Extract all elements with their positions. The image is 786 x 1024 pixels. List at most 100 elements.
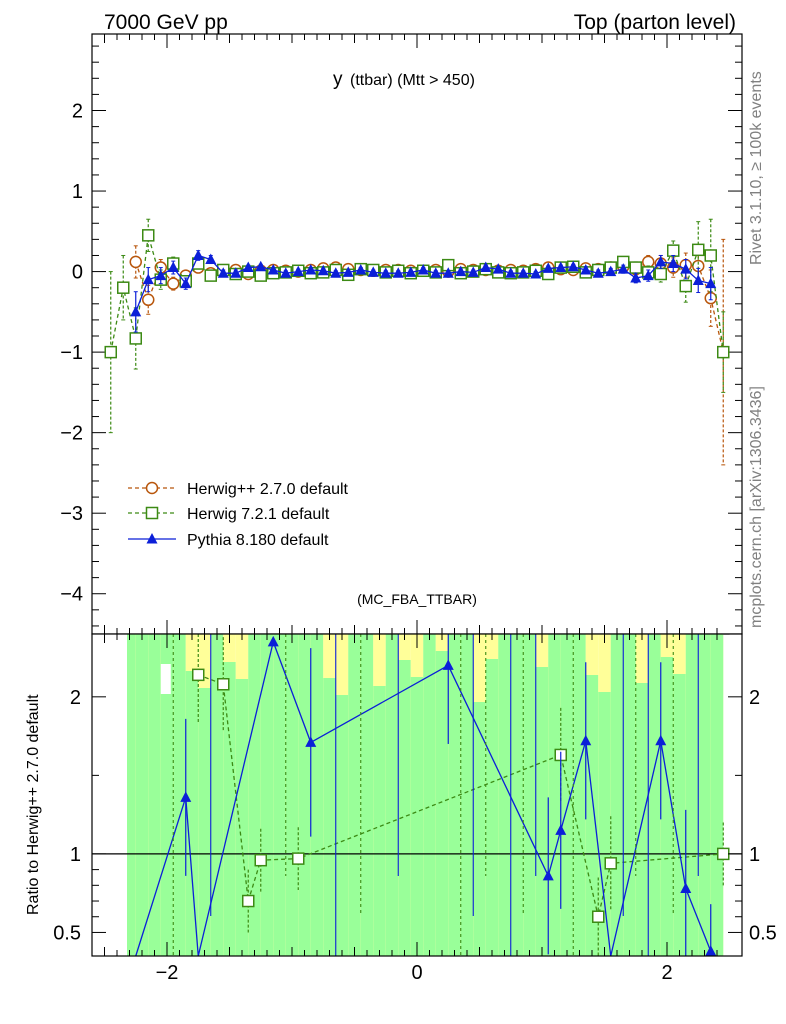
data-point [142, 273, 154, 285]
ratio-data-point [705, 945, 717, 956]
data-point [142, 229, 155, 242]
band-green [473, 702, 486, 956]
data-point [242, 261, 254, 273]
band-green [448, 634, 461, 956]
band-green [310, 634, 324, 956]
band-green [210, 634, 224, 956]
data-point [380, 267, 392, 278]
ratio-panel: 0.5 0.5 1 1 2 2 −2 0 2 [53, 633, 777, 984]
band-green [610, 634, 624, 956]
ratio-data-point [555, 824, 567, 835]
main-ytick-label: −1 [60, 342, 83, 364]
data-point [330, 267, 342, 278]
data-point [254, 269, 267, 282]
main-ytick-label: −4 [60, 584, 83, 606]
main-ytick-label: −3 [60, 503, 83, 525]
data-point [455, 265, 467, 277]
band-green [535, 667, 549, 956]
band-green [510, 634, 524, 956]
data-point [567, 260, 579, 272]
band-green [273, 634, 286, 956]
data-point [129, 332, 142, 345]
data-point [555, 261, 567, 273]
band-green [373, 686, 386, 956]
ratio-data-point [655, 734, 667, 746]
band-green [185, 671, 199, 956]
data-point [717, 345, 730, 359]
data-point [654, 267, 667, 281]
band-green [423, 634, 436, 956]
legend-marker [146, 533, 158, 544]
data-point [667, 257, 679, 269]
analysis-watermark: (MC_FBA_TTBAR) [357, 591, 477, 607]
data-point [355, 263, 367, 275]
data-point [517, 267, 529, 278]
data-point [205, 253, 217, 265]
ratio-ytick-label-right: 2 [749, 687, 760, 709]
band-green [498, 634, 511, 956]
band-green [598, 692, 611, 956]
data-point [480, 261, 492, 273]
data-point [217, 267, 229, 278]
band-green [398, 660, 411, 956]
band-green [573, 634, 586, 956]
series-line [110, 235, 724, 353]
data-point [667, 244, 680, 257]
data-point [342, 266, 354, 277]
band-green [148, 634, 161, 956]
data-point [129, 255, 142, 269]
data-point [617, 263, 629, 274]
data-point [155, 269, 167, 281]
data-point [405, 266, 417, 277]
ratio-xtick-label: 0 [411, 962, 422, 984]
band-green [673, 674, 686, 956]
data-point [467, 266, 479, 277]
main-panel: y (ttbar) (Mtt > 450) (MC_FBA_TTBAR) −4 −3 −2… [60, 33, 743, 635]
data-point [417, 263, 429, 275]
main-title: y [333, 69, 343, 90]
series-2 [130, 249, 717, 333]
band-green [160, 634, 174, 956]
main-title-sub: (ttbar) (Mtt > 450) [350, 72, 475, 89]
data-point [605, 265, 617, 277]
data-point [680, 263, 692, 274]
ratio-data-point [305, 736, 317, 747]
data-point [629, 261, 642, 274]
ratio-data-point [592, 910, 605, 923]
band-green [198, 688, 211, 956]
data-point [255, 260, 267, 272]
rivet-side-label: Rivet 3.1.10, ≥ 100k events [748, 71, 765, 265]
data-point [679, 279, 692, 293]
data-point [280, 267, 292, 278]
data-point [692, 274, 704, 285]
data-point [542, 262, 554, 273]
data-point [292, 265, 304, 277]
data-point [704, 249, 717, 262]
header-right-title: Top (parton level) [574, 11, 736, 34]
band-empty [160, 664, 171, 694]
ratio-data-point [292, 852, 305, 865]
ratio-data-point [267, 635, 279, 647]
data-point [655, 255, 667, 267]
main-ytick-label: −2 [60, 423, 83, 445]
ratio-ytick-label: 0.5 [53, 922, 81, 944]
legend-label: Herwig 7.2.1 default [187, 506, 330, 523]
legend-label: Pythia 8.180 default [187, 532, 329, 549]
ratio-data-point [217, 678, 230, 691]
ratio-data-point [542, 869, 554, 881]
data-point [705, 277, 717, 289]
band-green [623, 634, 636, 956]
data-point [192, 249, 204, 260]
legend-marker [145, 506, 159, 520]
data-point [442, 267, 454, 278]
band-green [410, 677, 424, 956]
legend-label: Herwig++ 2.7.0 default [187, 481, 349, 498]
band-green [648, 634, 661, 956]
band-green [335, 695, 349, 956]
data-point [305, 263, 317, 275]
data-point [180, 277, 192, 289]
band-green [135, 634, 149, 956]
main-ytick-label: 1 [72, 181, 83, 203]
band-green [223, 662, 236, 956]
